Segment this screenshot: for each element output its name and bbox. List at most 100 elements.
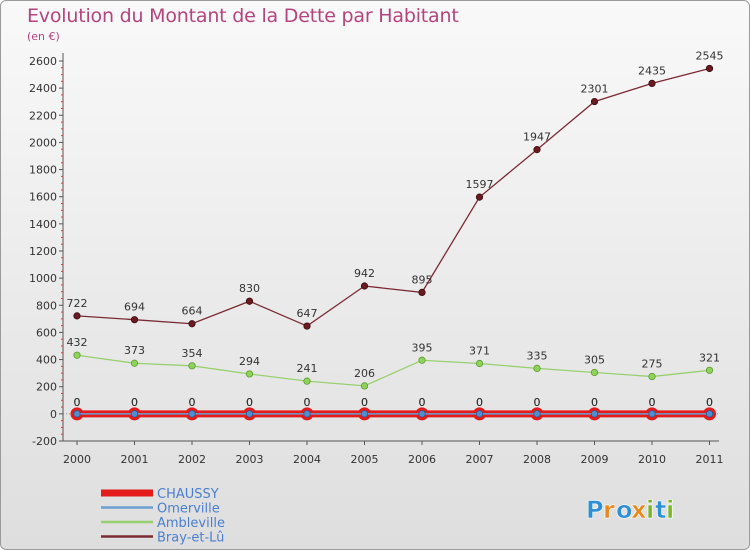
y-tick-label: 600 xyxy=(36,326,57,339)
data-label: 830 xyxy=(239,282,260,295)
x-tick-label: 2008 xyxy=(523,453,551,466)
brand-letter: r xyxy=(603,496,615,524)
y-tick-label: 800 xyxy=(36,299,57,312)
data-label: 0 xyxy=(476,396,483,409)
data-point xyxy=(418,410,426,418)
brand-letter: x xyxy=(631,496,647,524)
data-label: 2301 xyxy=(581,83,609,96)
data-label: 0 xyxy=(304,396,311,409)
legend-label: CHAUSSY xyxy=(157,487,219,502)
x-tick-label: 2010 xyxy=(638,453,666,466)
data-point xyxy=(303,377,311,385)
y-tick-label: 2000 xyxy=(29,136,57,149)
data-label: 206 xyxy=(354,367,375,380)
data-point xyxy=(303,410,311,418)
data-point xyxy=(73,351,81,359)
data-point xyxy=(130,359,139,367)
data-label: 321 xyxy=(699,351,720,364)
data-point xyxy=(130,410,139,418)
series-omerville xyxy=(73,410,714,418)
data-label: 275 xyxy=(642,358,663,371)
y-tick-label: 1200 xyxy=(29,245,57,258)
series-bray-et-lu xyxy=(73,64,714,330)
y-tick-label: 1000 xyxy=(29,272,57,285)
y-tick-label: 200 xyxy=(36,381,57,394)
data-point xyxy=(73,312,81,320)
data-point xyxy=(475,193,484,201)
data-point xyxy=(360,382,369,390)
y-tick-label: 2400 xyxy=(29,82,57,95)
data-point xyxy=(360,410,369,418)
data-label: 0 xyxy=(246,396,253,409)
data-point xyxy=(188,362,196,370)
data-label: 371 xyxy=(469,345,490,358)
data-label: 2545 xyxy=(696,49,724,62)
data-point xyxy=(360,282,369,290)
data-point xyxy=(533,410,541,418)
data-label: 0 xyxy=(74,396,81,409)
x-tick-label: 2001 xyxy=(121,453,149,466)
data-point xyxy=(418,356,426,364)
data-label: 0 xyxy=(534,396,541,409)
data-label: 0 xyxy=(189,396,196,409)
x-tick-label: 2007 xyxy=(466,453,494,466)
data-label: 432 xyxy=(67,336,88,349)
data-label: 0 xyxy=(361,396,368,409)
legend-label: Bray-et-Lû xyxy=(157,531,224,546)
data-label: 0 xyxy=(706,396,713,409)
data-point xyxy=(533,364,541,372)
y-tick-label: 400 xyxy=(36,354,57,367)
data-label: 0 xyxy=(649,396,656,409)
data-label: 0 xyxy=(304,396,311,409)
x-tick-label: 2006 xyxy=(408,453,436,466)
data-label: 942 xyxy=(354,267,375,280)
data-label: 1947 xyxy=(523,131,551,144)
data-label: 0 xyxy=(419,396,426,409)
data-point xyxy=(188,320,196,328)
data-label: 354 xyxy=(182,347,203,360)
data-point xyxy=(188,410,196,418)
data-label: 0 xyxy=(419,396,426,409)
data-label: 0 xyxy=(74,396,81,409)
data-point xyxy=(648,372,656,381)
data-point xyxy=(245,297,254,305)
data-point xyxy=(418,288,426,296)
brand-letter: o xyxy=(616,496,633,524)
x-tick-label: 2000 xyxy=(63,453,91,466)
y-tick-label: 1800 xyxy=(29,164,57,177)
data-label: 373 xyxy=(124,344,145,357)
data-point xyxy=(705,366,714,374)
data-label: 305 xyxy=(584,353,605,366)
data-label: 0 xyxy=(131,396,138,409)
brand-letter: i xyxy=(666,496,674,524)
y-tick-label: 2600 xyxy=(29,55,57,68)
series-line-bray-et-lu xyxy=(76,67,710,327)
x-tick-label: 2004 xyxy=(293,453,321,466)
series-line-ambleville xyxy=(76,354,710,387)
x-tick-label: 2009 xyxy=(581,453,609,466)
data-point xyxy=(648,410,656,418)
data-point xyxy=(705,64,714,73)
y-tick-label: -200 xyxy=(32,435,57,448)
data-label: 0 xyxy=(246,396,253,409)
data-point xyxy=(475,410,484,418)
data-point xyxy=(590,97,599,106)
legend-label: Ambleville xyxy=(157,516,225,531)
data-label: 0 xyxy=(534,396,541,409)
x-tick-label: 2003 xyxy=(236,453,264,466)
y-tick-label: 1400 xyxy=(29,218,57,231)
data-label: 0 xyxy=(476,396,483,409)
legend-label: Omerville xyxy=(157,502,220,517)
data-label: 1597 xyxy=(466,178,494,191)
chart-title: Evolution du Montant de la Dette par Hab… xyxy=(27,5,459,27)
data-point xyxy=(533,146,541,154)
data-label: 2435 xyxy=(638,64,666,77)
data-point xyxy=(303,322,311,330)
data-point xyxy=(130,316,139,324)
brand-letter: i xyxy=(646,496,654,524)
data-label: 0 xyxy=(706,396,713,409)
data-label: 335 xyxy=(527,349,548,362)
